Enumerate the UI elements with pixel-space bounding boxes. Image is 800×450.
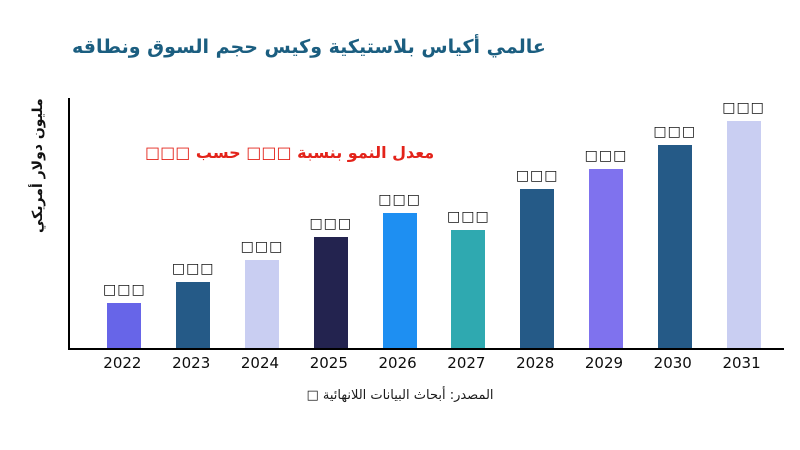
x-tick-2030: 2030	[653, 354, 692, 372]
x-tick-2024: 2024	[240, 354, 280, 372]
bars-area: □□□ □□□ □□□ □□□ □□□ □□□ □□□ □□□ □□□ □□□	[70, 98, 784, 348]
bar-slot-2027: □□□	[434, 209, 503, 348]
bar-value-label-2027: □□□	[447, 209, 490, 225]
bar-2029	[588, 169, 623, 348]
y-axis-label: مليون دولار أمريكي	[30, 98, 46, 233]
chart-title: عالمي أكياس بلاستيكية وكيس حجم السوق ونط…	[72, 36, 546, 58]
bar-value-label-2029: □□□	[584, 148, 628, 164]
bar-2023	[176, 282, 211, 348]
bar-value-label-2022: □□□	[103, 282, 146, 298]
bar-slot-2030: □□□	[640, 124, 709, 348]
bar-slot-2031: □□□	[709, 100, 778, 348]
bar-2030	[657, 145, 692, 348]
bar-value-label-2026: □□□	[378, 192, 421, 208]
x-tick-2022: 2022	[103, 354, 142, 372]
bar-2025	[313, 237, 348, 348]
bar-2028	[520, 189, 555, 348]
bar-value-label-2024: □□□	[240, 239, 284, 255]
growth-rate-annotation: معدل النمو بنسبة □□□ حسب □□□	[145, 143, 435, 162]
bar-value-label-2028: □□□	[515, 168, 559, 184]
bar-value-label-2031: □□□	[722, 100, 765, 116]
x-tick-2031: 2031	[722, 354, 761, 372]
bar-slot-2022: □□□	[90, 282, 159, 348]
x-tick-2027: 2027	[447, 354, 486, 372]
x-tick-2028: 2028	[516, 354, 555, 372]
source-attribution: المصدر: أبحاث البيانات اللانهائية □	[306, 388, 494, 403]
x-axis-labels: 2022 2023 2024 2025 2026 2027 2028 2029 2030 2031	[68, 354, 782, 372]
x-tick-2029: 2029	[584, 354, 624, 372]
x-tick-2025: 2025	[309, 354, 348, 372]
bar-value-label-2025: □□□	[309, 216, 353, 232]
bar-slot-2024: □□□	[228, 239, 297, 348]
plot-area: □□□ □□□ □□□ □□□ □□□ □□□ □□□ □□□ □□□ □□□	[68, 98, 784, 350]
bar-slot-2023: □□□	[159, 261, 228, 348]
bar-slot-2028: □□□	[503, 168, 572, 348]
bar-2026	[382, 213, 417, 348]
x-tick-2026: 2026	[378, 354, 417, 372]
bar-2031	[726, 121, 761, 348]
bar-slot-2026: □□□	[365, 192, 434, 348]
bar-slot-2025: □□□	[296, 216, 365, 348]
bar-value-label-2030: □□□	[653, 124, 697, 140]
bar-slot-2029: □□□	[572, 148, 641, 348]
bar-2027	[451, 230, 486, 348]
bar-value-label-2023: □□□	[171, 261, 215, 277]
x-tick-2023: 2023	[172, 354, 211, 372]
bar-2024	[244, 260, 279, 348]
bar-2022	[107, 303, 142, 348]
